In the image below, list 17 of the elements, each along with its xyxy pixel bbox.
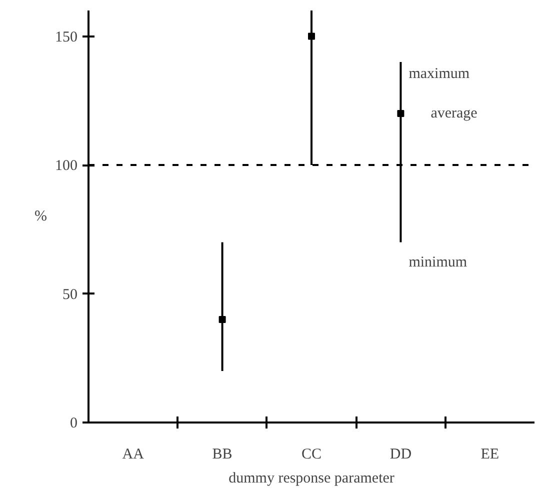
point <box>308 32 315 40</box>
annotation: maximum <box>408 66 470 82</box>
y-tick-label: 0 <box>70 416 78 432</box>
x-tick-label: AA <box>122 446 144 462</box>
point <box>218 316 226 323</box>
x-tick-label: BB <box>212 446 232 462</box>
y-tick-label: 100 <box>55 158 78 174</box>
x-axis-title: dummy response parameter <box>228 470 394 486</box>
y-tick-label: 150 <box>55 29 78 46</box>
point <box>397 110 404 117</box>
annotation: average <box>430 106 478 122</box>
y-tick-label: 50 <box>62 286 78 303</box>
x-tick-label: EE <box>480 446 500 462</box>
x-tick-label: DD <box>390 446 412 462</box>
x-tick-label: CC <box>301 446 322 462</box>
y-axis-title: % <box>34 208 48 224</box>
annotation: minimum <box>408 254 468 270</box>
